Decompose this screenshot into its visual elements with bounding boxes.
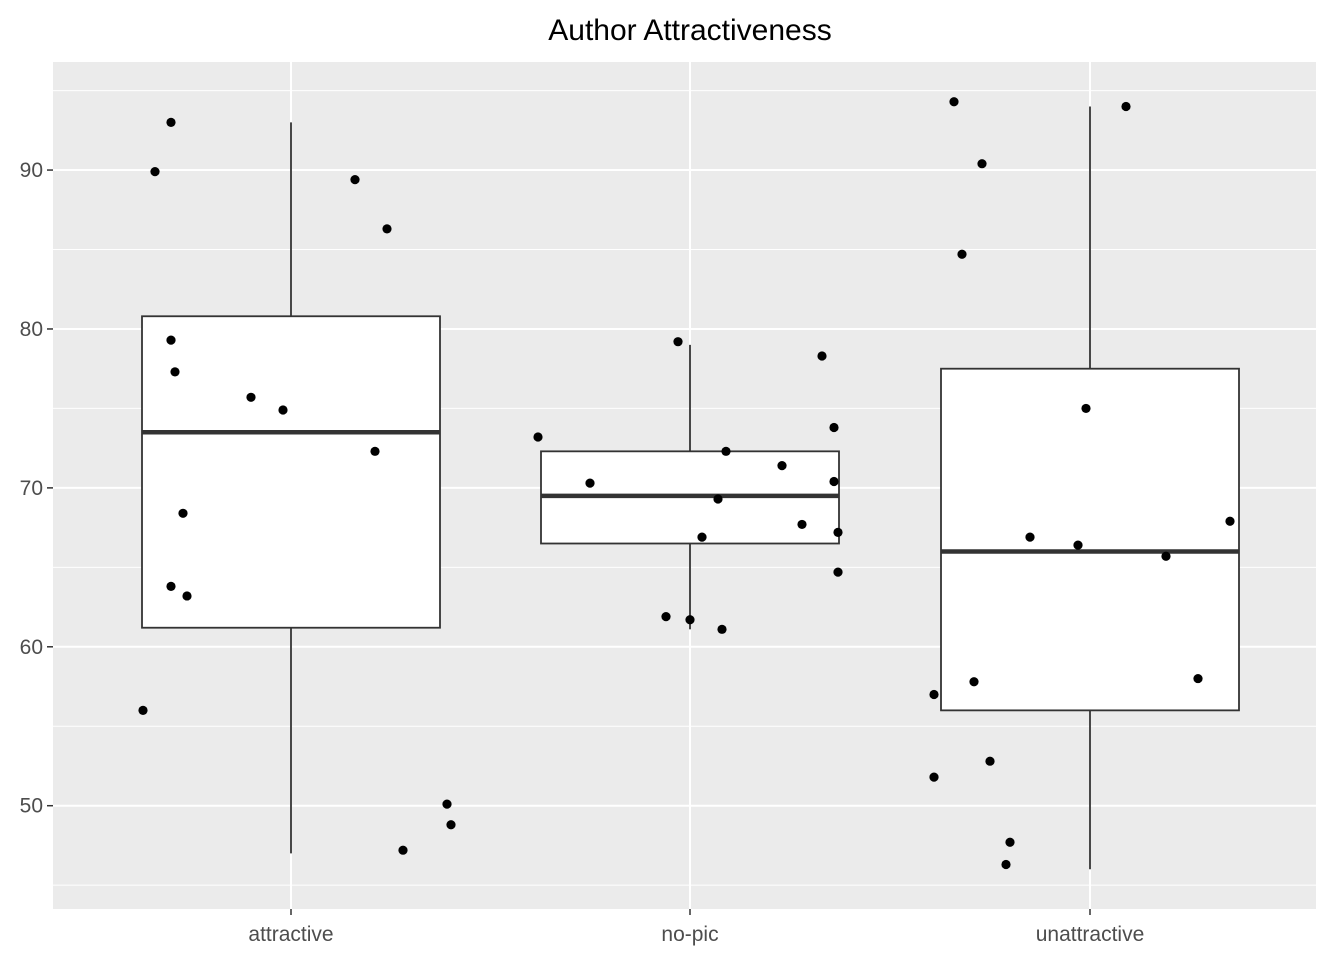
data-point xyxy=(985,756,995,766)
data-point xyxy=(1081,403,1091,414)
data-point xyxy=(585,478,595,488)
data-point xyxy=(166,581,176,592)
data-point xyxy=(829,422,839,433)
data-point xyxy=(246,392,256,402)
data-point xyxy=(1073,540,1083,550)
data-point xyxy=(398,845,408,855)
data-point xyxy=(777,461,787,471)
data-point xyxy=(661,612,671,622)
y-tick-label: 80 xyxy=(20,318,43,341)
data-point xyxy=(833,567,843,577)
data-point xyxy=(533,432,543,442)
x-tick-label-attractive: attractive xyxy=(248,923,333,946)
data-point xyxy=(166,117,176,127)
box-attractive xyxy=(141,122,441,854)
data-point xyxy=(969,677,979,687)
data-point xyxy=(150,167,160,177)
box-body xyxy=(141,315,441,629)
data-point xyxy=(1225,516,1235,526)
data-point xyxy=(817,351,827,361)
data-point xyxy=(977,159,987,169)
data-point xyxy=(957,249,967,259)
x-tick-label-no-pic: no-pic xyxy=(661,923,718,946)
data-point xyxy=(178,508,188,518)
data-point xyxy=(929,772,939,782)
box-body xyxy=(940,367,1240,712)
data-point xyxy=(446,820,456,830)
data-point xyxy=(673,337,683,347)
data-point xyxy=(685,615,695,625)
data-point xyxy=(929,689,939,700)
data-point xyxy=(382,224,392,234)
data-point xyxy=(170,367,180,377)
y-tick-label: 90 xyxy=(20,159,43,182)
x-tick-label-unattractive: unattractive xyxy=(1036,923,1145,946)
data-point xyxy=(1161,551,1171,561)
y-tick-label: 60 xyxy=(20,636,43,659)
box-no-pic xyxy=(540,344,840,630)
data-point xyxy=(717,624,727,634)
points-layer xyxy=(138,97,1235,870)
data-point xyxy=(442,799,452,809)
data-point xyxy=(166,335,176,345)
chart-title: Author Attractiveness xyxy=(548,14,831,47)
data-point xyxy=(1025,532,1035,542)
data-point xyxy=(182,591,192,601)
data-point xyxy=(370,446,380,456)
data-point xyxy=(1005,837,1015,847)
data-point xyxy=(797,519,807,530)
data-point xyxy=(1121,101,1131,112)
y-tick-label: 50 xyxy=(20,795,43,818)
y-axis: 50 60 70 80 90 xyxy=(20,159,53,818)
y-tick-label: 70 xyxy=(20,477,43,500)
data-point xyxy=(949,97,959,107)
data-point xyxy=(833,527,843,537)
x-axis: attractive no-pic unattractive xyxy=(248,909,1144,946)
data-point xyxy=(1193,673,1203,684)
data-point xyxy=(350,174,360,185)
box-unattractive xyxy=(940,106,1240,870)
boxes-layer xyxy=(141,106,1240,870)
data-point xyxy=(138,705,148,715)
data-point xyxy=(829,476,839,487)
data-point xyxy=(721,446,731,456)
data-point xyxy=(697,532,707,542)
data-point xyxy=(278,405,288,415)
data-point xyxy=(713,494,723,504)
data-point xyxy=(1001,859,1011,870)
